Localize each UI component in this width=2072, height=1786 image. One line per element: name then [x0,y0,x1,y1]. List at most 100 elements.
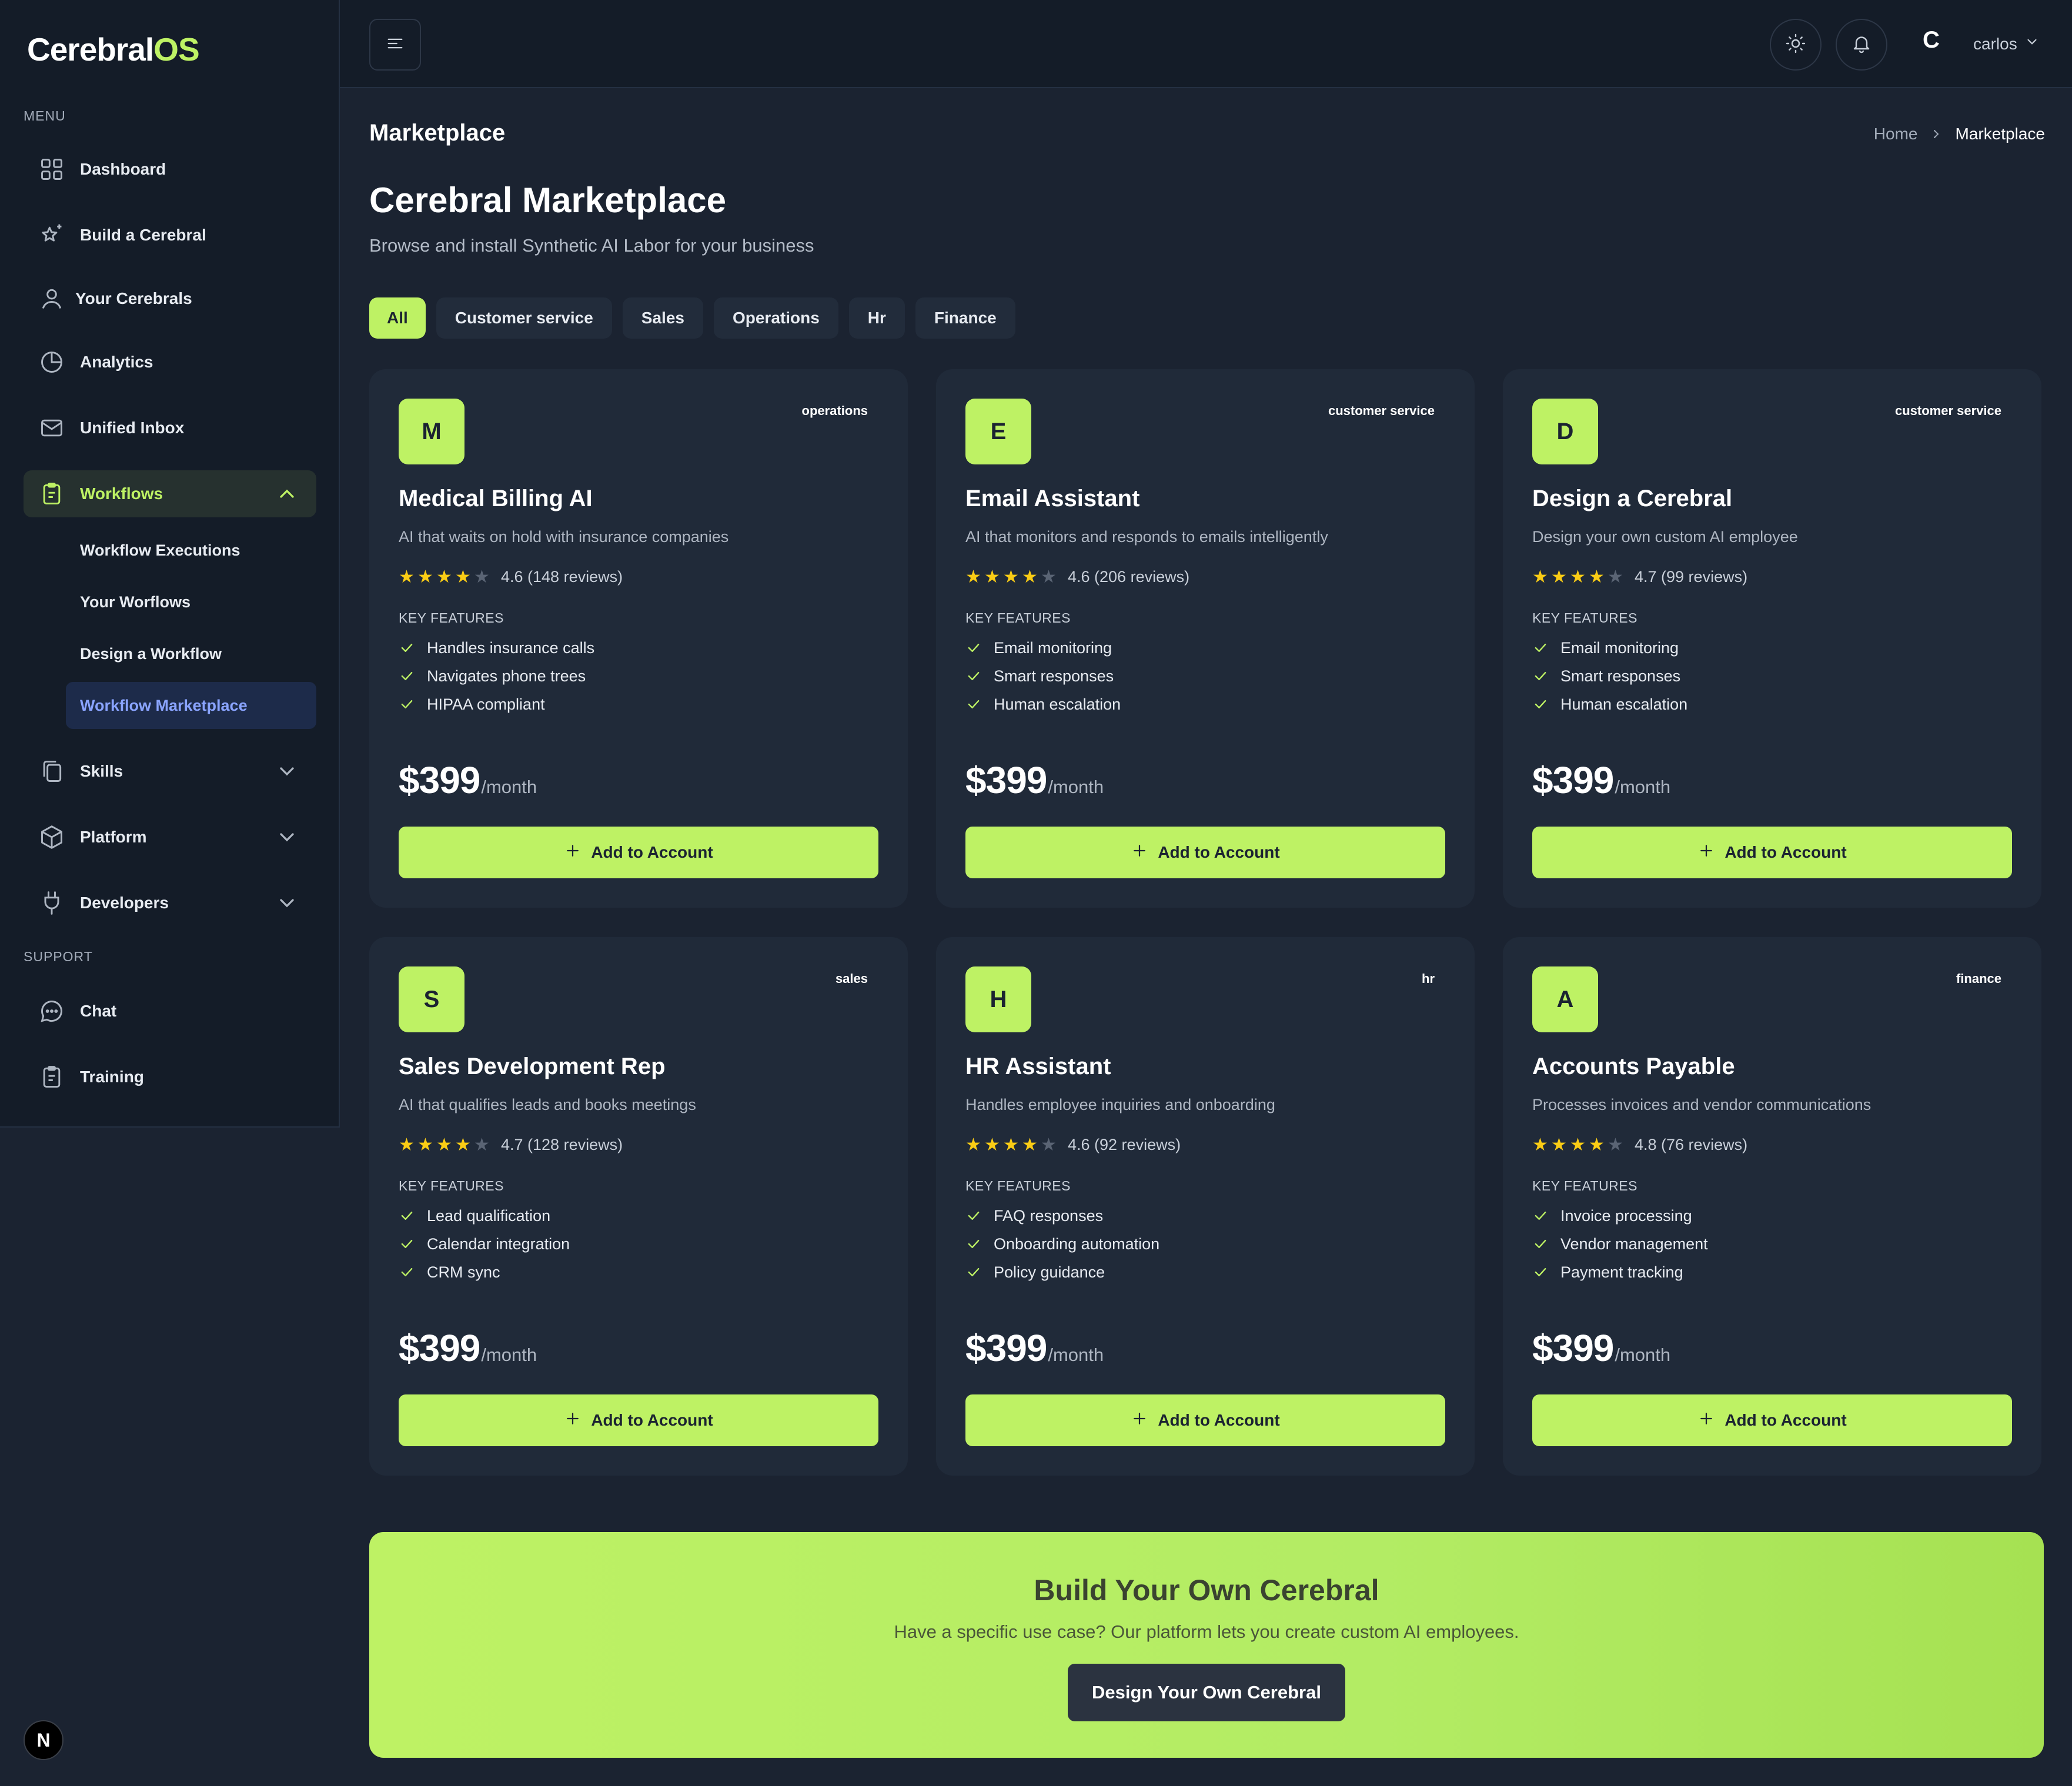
sidebar-subitem-workflow-executions[interactable]: Workflow Executions [80,541,240,559]
card-description: Design your own custom AI employee [1532,528,1798,546]
sidebar-item-dashboard[interactable]: Dashboard [24,146,316,193]
tab-finance[interactable]: Finance [915,297,1015,339]
tab-operations[interactable]: Operations [713,297,838,339]
card-letter-avatar: S [399,966,464,1032]
feature-item: Invoice processing [1532,1202,1708,1230]
logo-main-text: Cerebral [27,31,154,68]
tab-all[interactable]: All [369,297,426,339]
n-badge-button[interactable]: N [24,1720,64,1760]
clipboard-icon [39,1064,65,1090]
feature-item: HIPAA compliant [399,690,594,718]
app-logo[interactable]: CerebralOS [27,31,200,68]
sidebar-item-build-a-cerebral[interactable]: Build a Cerebral [24,212,316,259]
star-filled-icon: ★ [965,1135,981,1155]
add-to-account-button[interactable]: Add to Account [1532,827,2012,878]
feature-text: CRM sync [427,1263,500,1281]
menu-lines-icon [385,34,405,56]
star-rating: ★ ★ ★ ★ ★ [399,568,493,586]
check-icon [968,672,980,680]
sidebar-item-platform[interactable]: Platform [24,814,316,861]
card-description: AI that waits on hold with insurance com… [399,528,729,546]
card-rating: ★ ★ ★ ★ ★ 4.6 (206 reviews) [965,568,1189,586]
sidebar-subitem-your-workflows[interactable]: Your Worflows [80,593,191,611]
rating-text: 4.6 (92 reviews) [1068,1136,1181,1153]
add-to-account-button[interactable]: Add to Account [965,827,1445,878]
card-price: $399 /month [1532,758,1670,802]
card-price: $399 /month [965,758,1104,802]
feature-item: Handles insurance calls [399,634,594,662]
user-name-label: carlos [1973,34,2017,53]
add-to-account-label: Add to Account [591,843,713,861]
star-filled-icon: ★ [1589,1135,1605,1155]
theme-toggle-button[interactable] [1770,19,1822,71]
add-to-account-button[interactable]: Add to Account [1532,1394,2012,1446]
price-amount: $399 [1532,1327,1614,1369]
sidebar-item-training[interactable]: Training [24,1053,316,1101]
mail-icon [39,415,65,441]
tab-hr[interactable]: Hr [848,297,905,339]
price-amount: $399 [399,759,480,801]
feature-text: Vendor management [1560,1235,1708,1253]
price-amount: $399 [399,1327,480,1369]
add-to-account-button[interactable]: Add to Account [399,827,878,878]
tab-customer-service[interactable]: Customer service [436,297,612,339]
sidebar-toggle-button[interactable] [369,19,421,71]
sidebar-item-workflows[interactable]: Workflows [24,470,316,517]
sparkle-star-icon [39,222,65,248]
sidebar-item-developers[interactable]: Developers [24,879,316,927]
sidebar-subitem-design-a-workflow[interactable]: Design a Workflow [80,644,222,663]
star-filled-icon: ★ [984,1135,1000,1155]
star-empty-icon: ★ [1608,567,1623,587]
check-icon [1535,1268,1546,1276]
star-filled-icon: ★ [1022,567,1038,587]
card-price: $399 /month [1532,1326,1670,1370]
star-filled-icon: ★ [417,1135,433,1155]
card-category-badge: hr [1422,971,1435,986]
price-period: /month [1615,777,1671,797]
user-menu[interactable]: carlos [1973,34,2040,53]
star-filled-icon: ★ [1003,567,1019,587]
sidebar-item-label: Skills [80,762,123,780]
check-icon [968,1268,980,1276]
sidebar-subitem-workflow-marketplace[interactable]: Workflow Marketplace [66,682,316,729]
price-period: /month [1615,1344,1671,1365]
sidebar-item-label: Platform [80,828,147,846]
star-filled-icon: ★ [1022,1135,1038,1155]
card-description: AI that qualifies leads and books meetin… [399,1096,696,1113]
card-description: Processes invoices and vendor communicat… [1532,1096,1872,1113]
sidebar-item-your-cerebrals[interactable]: Your Cerebrals [24,275,316,322]
sidebar-item-chat[interactable]: Chat [24,988,316,1035]
star-rating: ★ ★ ★ ★ ★ [1532,1136,1626,1154]
pie-chart-icon [39,349,65,375]
design-your-own-cerebral-button[interactable]: Design Your Own Cerebral [1068,1664,1345,1721]
feature-text: Smart responses [1560,667,1681,685]
add-to-account-label: Add to Account [1725,1411,1847,1429]
sidebar-item-label: Analytics [80,353,153,371]
notifications-button[interactable] [1836,19,1887,71]
chevron-up-icon [275,482,299,506]
sidebar-item-skills[interactable]: Skills [24,748,316,795]
marketplace-card: A finance Accounts Payable Processes inv… [1503,937,2041,1476]
avatar[interactable]: C [1923,27,1940,53]
rating-text: 4.7 (99 reviews) [1635,568,1748,586]
card-letter-avatar: A [1532,966,1598,1032]
price-amount: $399 [965,759,1047,801]
breadcrumb-home-link[interactable]: Home [1873,125,1918,143]
sidebar-item-analytics[interactable]: Analytics [24,339,316,386]
page-title: Cerebral Marketplace [369,180,726,220]
check-icon [401,1240,413,1248]
sidebar-item-label: Unified Inbox [80,419,185,437]
star-filled-icon: ★ [1589,567,1605,587]
page-label: Marketplace [369,120,506,146]
add-to-account-button[interactable]: Add to Account [399,1394,878,1446]
plus-icon [1131,1410,1158,1432]
feature-text: Navigates phone trees [427,667,586,685]
sidebar-item-unified-inbox[interactable]: Unified Inbox [24,404,316,451]
tab-sales[interactable]: Sales [622,297,703,339]
user-icon [39,286,62,312]
marketplace-card: H hr HR Assistant Handles employee inqui… [936,937,1475,1476]
card-title: Email Assistant [965,486,1140,511]
sidebar-item-label: Training [80,1068,144,1086]
cube-icon [39,824,65,850]
add-to-account-button[interactable]: Add to Account [965,1394,1445,1446]
